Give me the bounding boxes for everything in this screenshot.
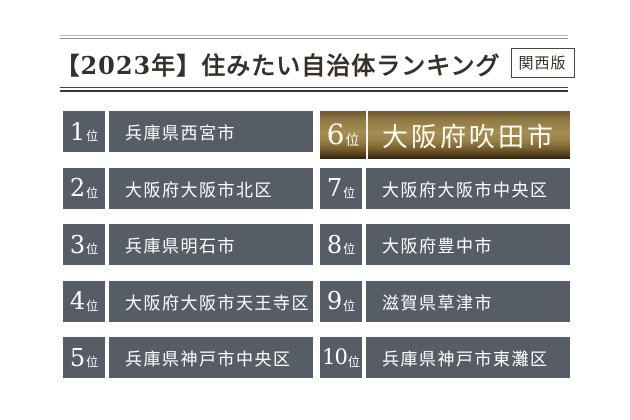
rank-badge: 6 位 bbox=[320, 111, 368, 159]
rank-suffix: 位 bbox=[347, 355, 360, 369]
rank-number: 8 bbox=[326, 230, 343, 259]
ranking-row-6-highlighted: 6 位 大阪府吹田市 bbox=[320, 111, 570, 159]
header: 【2023年】住みたい自治体ランキング 関西版 bbox=[0, 44, 630, 82]
rank-suffix: 位 bbox=[86, 298, 99, 313]
rank-suffix: 位 bbox=[86, 129, 99, 143]
rank-number: 2 bbox=[69, 174, 86, 202]
rank-badge: 2 位 bbox=[63, 167, 105, 209]
rank-number: 10 bbox=[322, 345, 348, 369]
rank-badge: 8 位 bbox=[320, 224, 362, 265]
municipality-name: 兵庫県神戸市中央区 bbox=[109, 337, 313, 378]
rank-number: 4 bbox=[69, 287, 86, 315]
municipality-name: 滋賀県草津市 bbox=[366, 280, 570, 322]
ranking-row-2: 2 位 大阪府大阪市北区 bbox=[63, 167, 313, 209]
rank-badge: 7 位 bbox=[320, 167, 362, 209]
rank-suffix: 位 bbox=[343, 185, 356, 200]
edition-badge: 関西版 bbox=[510, 48, 575, 78]
rank-badge: 9 位 bbox=[320, 280, 362, 322]
ranking-row-7: 7 位 大阪府大阪市中央区 bbox=[320, 167, 570, 209]
municipality-name: 大阪府吹田市 bbox=[382, 122, 557, 153]
rank-badge: 5 位 bbox=[63, 337, 105, 378]
municipality-name: 兵庫県神戸市東灘区 bbox=[366, 337, 570, 378]
municipality-name: 大阪府大阪市天王寺区 bbox=[109, 280, 313, 322]
rank-suffix: 位 bbox=[86, 242, 99, 256]
ranking-row-3: 3 位 兵庫県明石市 bbox=[63, 224, 313, 265]
rank-suffix: 位 bbox=[343, 242, 356, 256]
ranking-row-8: 8 位 大阪府豊中市 bbox=[320, 224, 570, 265]
rank-suffix: 位 bbox=[343, 298, 356, 313]
rank-suffix: 位 bbox=[86, 355, 99, 369]
municipality-name: 兵庫県西宮市 bbox=[109, 111, 313, 152]
rank-number: 9 bbox=[326, 287, 343, 315]
rank-number: 6 bbox=[326, 118, 345, 151]
rank-number: 5 bbox=[69, 343, 86, 372]
municipality-name: 大阪府大阪市北区 bbox=[109, 167, 313, 209]
ranking-row-9: 9 位 滋賀県草津市 bbox=[320, 280, 570, 322]
rank-number: 3 bbox=[69, 230, 86, 259]
rank-suffix: 位 bbox=[345, 132, 360, 148]
page-title: 【2023年】住みたい自治体ランキング bbox=[55, 50, 501, 80]
ranking-row-1: 1 位 兵庫県西宮市 bbox=[63, 111, 313, 152]
municipality-name: 兵庫県明石市 bbox=[109, 224, 313, 265]
ranking-row-4: 4 位 大阪府大阪市天王寺区 bbox=[63, 280, 313, 322]
ranking-row-5: 5 位 兵庫県神戸市中央区 bbox=[63, 337, 313, 378]
ranking-row-10: 10 位 兵庫県神戸市東灘区 bbox=[320, 337, 570, 378]
rank-badge: 1 位 bbox=[63, 111, 105, 152]
rank-number: 1 bbox=[69, 117, 86, 146]
divider-top bbox=[60, 35, 568, 39]
municipality-name: 大阪府大阪市中央区 bbox=[366, 167, 570, 209]
ranking-list: 1 位 兵庫県西宮市 2 位 大阪府大阪市北区 3 位 兵庫県明石市 4 位 bbox=[63, 111, 570, 378]
rank-badge: 4 位 bbox=[63, 280, 105, 322]
rank-suffix: 位 bbox=[86, 185, 99, 200]
rank-badge: 3 位 bbox=[63, 224, 105, 265]
rank-badge: 10 位 bbox=[320, 337, 362, 378]
divider-bottom bbox=[60, 87, 568, 92]
municipality-name: 大阪府豊中市 bbox=[366, 224, 570, 265]
rank-number: 7 bbox=[326, 174, 343, 202]
